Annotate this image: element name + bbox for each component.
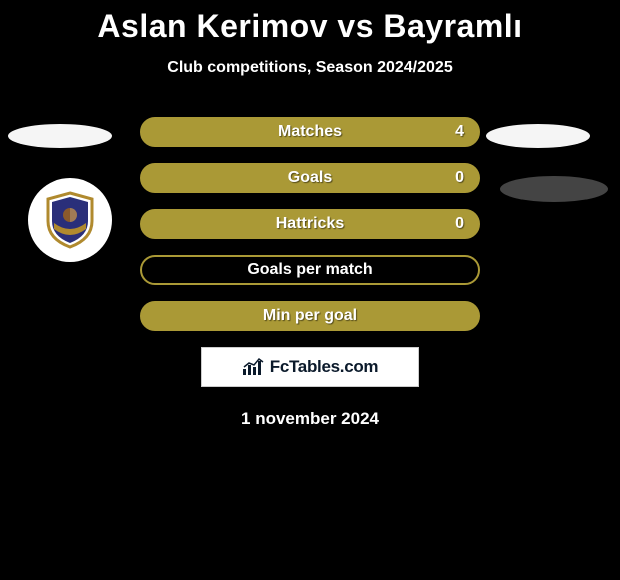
stat-label: Matches [278, 123, 342, 141]
page-title: Aslan Kerimov vs Bayramlı [0, 8, 620, 45]
player-avatar-placeholder-left [8, 124, 112, 148]
stat-row-matches: Matches 4 [140, 117, 480, 147]
comparison-card: Aslan Kerimov vs Bayramlı Club competiti… [0, 0, 620, 429]
stat-label: Hattricks [276, 215, 344, 233]
stat-label: Goals per match [247, 261, 372, 279]
stat-row-min-per-goal: Min per goal [140, 301, 480, 331]
stat-row-goals-per-match: Goals per match [140, 255, 480, 285]
shield-icon [44, 191, 96, 249]
stat-row-goals: Goals 0 [140, 163, 480, 193]
club-logo-placeholder-right [500, 176, 608, 202]
stat-value: 4 [455, 123, 464, 141]
stat-label: Min per goal [263, 307, 357, 325]
club-logo-left [28, 178, 112, 262]
page-subtitle: Club competitions, Season 2024/2025 [0, 59, 620, 77]
player-avatar-placeholder-right [486, 124, 590, 148]
stat-row-hattricks: Hattricks 0 [140, 209, 480, 239]
stats-list: Matches 4 Goals 0 Hattricks 0 Goals per … [140, 117, 480, 331]
date-label: 1 november 2024 [0, 409, 620, 429]
brand-badge[interactable]: FcTables.com [201, 347, 419, 387]
stat-value: 0 [455, 215, 464, 233]
stat-label: Goals [288, 169, 332, 187]
bar-chart-icon [242, 357, 266, 377]
stat-value: 0 [455, 169, 464, 187]
brand-text: FcTables.com [270, 357, 379, 377]
